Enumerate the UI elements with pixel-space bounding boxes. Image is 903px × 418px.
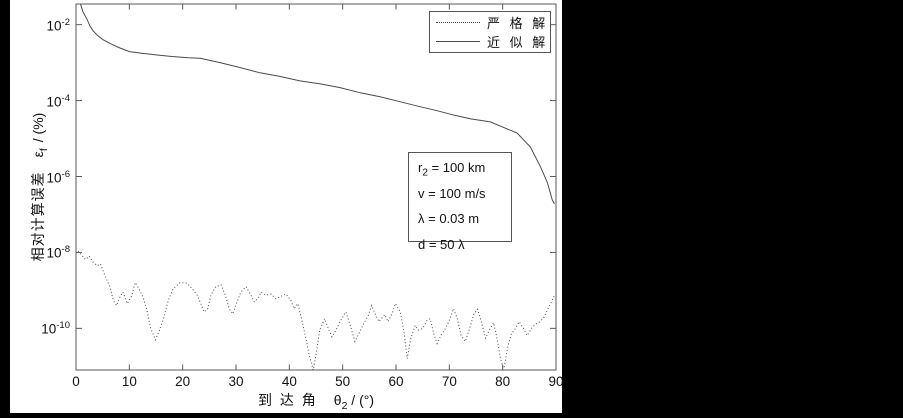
- legend-entry-label: 严 格 解: [487, 15, 549, 31]
- series-approx-curve: [80, 3, 555, 205]
- solid-line-sample: [436, 41, 480, 43]
- legend-entry-rigorous: 严 格 解: [436, 13, 550, 32]
- y-axis-label-unit: / (%): [30, 112, 47, 147]
- x-tick-label: 10: [121, 374, 137, 389]
- x-tick-label: 80: [495, 374, 511, 389]
- y-axis-label: 相对计算误差 εf / (%): [28, 113, 50, 262]
- x-tick-label: 0: [72, 374, 80, 389]
- annotation-line: d = 50 λ: [418, 236, 465, 252]
- legend: 严 格 解 近 似 解: [429, 11, 551, 53]
- x-tick-label: 90: [548, 374, 564, 389]
- x-tick-label: 30: [228, 374, 244, 389]
- annotation-line: r2 = 100 km: [418, 160, 486, 179]
- x-tick-label: 50: [335, 374, 351, 389]
- legend-entry-label: 近 似 解: [487, 35, 549, 51]
- x-axis-label: 到 达 角 θ2 / (°): [258, 390, 374, 412]
- y-axis-label-subscript: f: [37, 148, 50, 152]
- axes-box: [75, 3, 557, 371]
- annotation-line: λ = 0.03 m: [418, 211, 480, 227]
- y-axis-label-text: 相对计算误差: [30, 171, 47, 262]
- annotation-line: v = 100 m/s: [418, 185, 486, 201]
- annotation-box: r2 = 100 km v = 100 m/s λ = 0.03 m d = 5…: [408, 152, 512, 252]
- y-axis-label-symbol: ε: [30, 151, 47, 158]
- dotted-line-sample: [436, 21, 480, 23]
- x-axis-label-subscript: 2: [341, 399, 348, 412]
- x-axis-label-text: 到 达 角: [257, 392, 318, 408]
- series-rigorous-curve: [77, 250, 556, 371]
- y-tick-label: 10-2: [46, 16, 70, 33]
- plot-area: [75, 3, 557, 371]
- y-tick-label: 10-4: [46, 92, 70, 109]
- x-axis-label-unit: / (°): [347, 392, 375, 408]
- y-tick-label: 10-8: [46, 244, 70, 261]
- y-tick-label: 10-10: [41, 320, 70, 337]
- legend-entry-approx: 近 似 解: [436, 32, 550, 51]
- x-tick-label: 20: [175, 374, 191, 389]
- x-axis-label-symbol: θ: [333, 392, 342, 408]
- y-tick-label: 10-6: [46, 168, 70, 185]
- figure-panel: 10-2 10-4 10-6 10-8 10-10 0 10 20 30 40 …: [10, 0, 564, 413]
- x-tick-label: 70: [441, 374, 457, 389]
- x-tick-label: 60: [388, 374, 404, 389]
- x-tick-label: 40: [281, 374, 297, 389]
